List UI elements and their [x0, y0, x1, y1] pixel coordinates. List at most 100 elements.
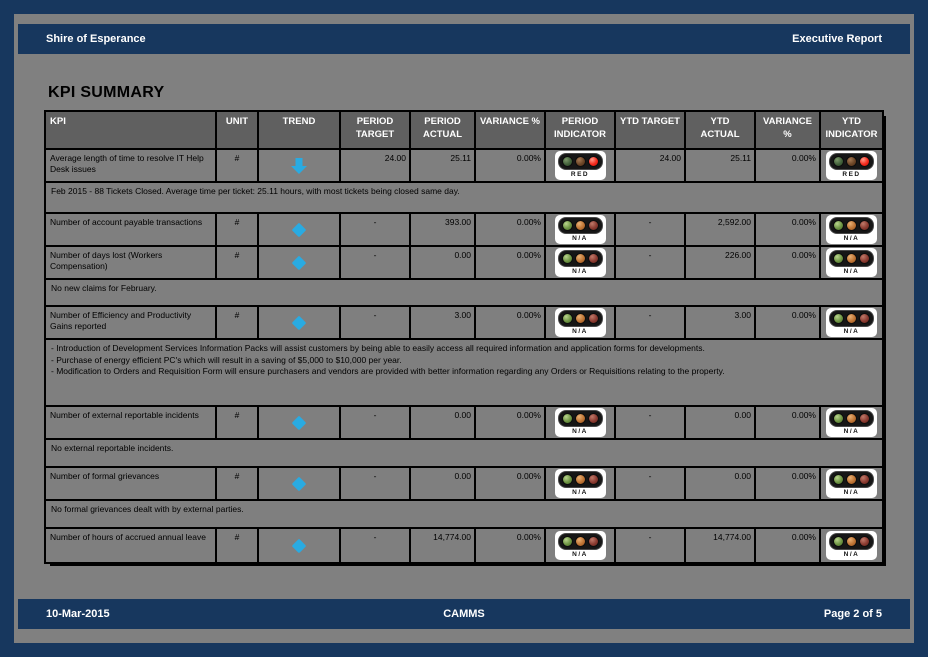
- trend-cell: [257, 468, 339, 499]
- value-cell: 0.00: [684, 407, 754, 438]
- value-cell: 0.00%: [754, 214, 819, 245]
- indicator-label: N/A: [843, 428, 860, 435]
- header-cell: VARIANCE %: [474, 112, 544, 148]
- value-cell: 3.00: [684, 307, 754, 338]
- note-row: No external reportable incidents.: [46, 440, 882, 468]
- trend-cell: [257, 307, 339, 338]
- value-cell: -: [339, 468, 409, 499]
- indicator-cell: RED: [819, 150, 882, 181]
- table-header-row: KPI UNIT TREND PERIOD TARGET PERIOD ACTUAL VA…: [46, 112, 882, 150]
- note-cell: - Introduction of Development Services I…: [46, 340, 882, 405]
- table-row: Number of formal grievances # -0.00 0.00% N/…: [46, 468, 882, 501]
- report-header-bar: Shire of Esperance Executive Report: [18, 24, 910, 54]
- trend-steady-icon: [292, 476, 306, 491]
- indicator-label: RED: [842, 171, 861, 178]
- header-cell: PERIOD ACTUAL: [409, 112, 474, 148]
- value-cell: -: [614, 468, 684, 499]
- red-light-icon: [587, 156, 599, 167]
- traffic-light-indicator: N/A: [554, 215, 606, 244]
- traffic-light-lens: [557, 533, 603, 550]
- unit-cell: #: [215, 407, 257, 438]
- traffic-light-lens: [557, 153, 603, 170]
- note-cell: Feb 2015 - 88 Tickets Closed. Average ti…: [46, 183, 882, 212]
- header-cell: YTD ACTUAL: [684, 112, 754, 148]
- header-cell: PERIOD INDICATOR: [544, 112, 614, 148]
- note-cell: No external reportable incidents.: [46, 440, 882, 466]
- traffic-light-lens: [829, 153, 874, 170]
- amber-light-icon: [574, 156, 586, 167]
- traffic-light-lens: [557, 310, 603, 327]
- red-light-icon: [859, 156, 870, 167]
- red-light-icon: [859, 536, 870, 547]
- green-light-icon: [833, 156, 844, 167]
- value-cell: 0.00%: [754, 407, 819, 438]
- indicator-label: N/A: [572, 268, 588, 275]
- traffic-light-lens: [829, 250, 874, 267]
- green-light-icon: [561, 536, 573, 547]
- value-cell: -: [339, 307, 409, 338]
- traffic-light-indicator: N/A: [826, 531, 877, 560]
- trend-steady-icon: [292, 415, 306, 430]
- table-row: Average length of time to resolve IT Hel…: [46, 150, 882, 183]
- traffic-light-indicator: N/A: [554, 308, 606, 337]
- traffic-light-indicator: N/A: [554, 248, 606, 277]
- trend-steady-icon: [292, 538, 306, 553]
- indicator-label: N/A: [843, 551, 860, 558]
- indicator-label: N/A: [843, 489, 860, 496]
- kpi-name-cell: Number of Efficiency and Productivity Ga…: [50, 310, 192, 331]
- amber-light-icon: [574, 413, 586, 424]
- table-row: Number of external reportable incidents #…: [46, 407, 882, 440]
- value-cell: 0.00%: [474, 307, 544, 338]
- indicator-cell: N/A: [819, 214, 882, 245]
- red-light-icon: [587, 536, 599, 547]
- green-light-icon: [833, 413, 844, 424]
- value-cell: -: [339, 529, 409, 562]
- note-row: No new claims for February.: [46, 280, 882, 307]
- value-cell: 393.00: [409, 214, 474, 245]
- unit-cell: #: [215, 247, 257, 278]
- indicator-cell: RED: [544, 150, 614, 181]
- value-cell: -: [339, 407, 409, 438]
- red-light-icon: [587, 474, 599, 485]
- red-light-icon: [859, 413, 870, 424]
- red-light-icon: [859, 253, 870, 264]
- green-light-icon: [561, 313, 573, 324]
- value-cell: 3.00: [409, 307, 474, 338]
- indicator-cell: N/A: [819, 247, 882, 278]
- indicator-cell: N/A: [819, 529, 882, 562]
- indicator-label: N/A: [843, 328, 860, 335]
- traffic-light-lens: [829, 533, 874, 550]
- value-cell: 0.00%: [754, 150, 819, 181]
- indicator-label: N/A: [843, 235, 860, 242]
- kpi-name-cell: Number of hours of accrued annual leave: [50, 532, 206, 542]
- amber-light-icon: [574, 220, 586, 231]
- green-light-icon: [561, 413, 573, 424]
- indicator-cell: N/A: [544, 247, 614, 278]
- table-row: Number of hours of accrued annual leave #…: [46, 529, 882, 562]
- traffic-light-indicator: N/A: [554, 531, 606, 560]
- indicator-cell: N/A: [819, 307, 882, 338]
- indicator-label: N/A: [572, 428, 588, 435]
- value-cell: 14,774.00: [684, 529, 754, 562]
- value-cell: 24.00: [339, 150, 409, 181]
- value-cell: 0.00: [409, 407, 474, 438]
- header-cell: PERIOD TARGET: [339, 112, 409, 148]
- amber-light-icon: [846, 536, 857, 547]
- traffic-light-lens: [557, 410, 603, 427]
- trend-steady-icon: [292, 315, 306, 330]
- indicator-label: N/A: [572, 489, 588, 496]
- unit-cell: #: [215, 307, 257, 338]
- traffic-light-indicator: N/A: [826, 308, 877, 337]
- note-text: No formal grievances dealt with by exter…: [51, 504, 244, 514]
- value-cell: -: [614, 214, 684, 245]
- indicator-cell: N/A: [544, 214, 614, 245]
- green-light-icon: [561, 474, 573, 485]
- trend-down-icon: [291, 157, 307, 174]
- value-cell: 25.11: [409, 150, 474, 181]
- traffic-light-indicator: RED: [554, 151, 606, 180]
- value-cell: 25.11: [684, 150, 754, 181]
- indicator-cell: N/A: [819, 407, 882, 438]
- amber-light-icon: [846, 474, 857, 485]
- amber-light-icon: [574, 474, 586, 485]
- header-cell: KPI: [50, 116, 66, 127]
